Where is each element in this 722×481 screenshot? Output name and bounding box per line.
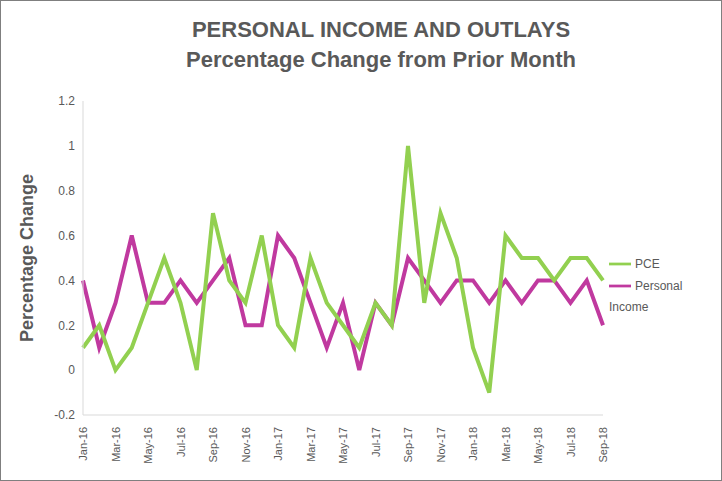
svg-text:Nov-16: Nov-16 bbox=[240, 427, 252, 462]
svg-text:Jul-18: Jul-18 bbox=[565, 427, 577, 457]
svg-text:Jul-16: Jul-16 bbox=[175, 427, 187, 457]
svg-text:Sep-16: Sep-16 bbox=[207, 427, 219, 462]
svg-text:May-17: May-17 bbox=[337, 427, 349, 464]
svg-text:0: 0 bbox=[68, 363, 75, 377]
svg-text:0.4: 0.4 bbox=[58, 274, 75, 288]
svg-text:Nov-17: Nov-17 bbox=[435, 427, 447, 462]
svg-text:May-16: May-16 bbox=[142, 427, 154, 464]
svg-text:Sep-17: Sep-17 bbox=[402, 427, 414, 462]
svg-text:Mar-17: Mar-17 bbox=[305, 427, 317, 462]
svg-text:1: 1 bbox=[68, 139, 75, 153]
html-text:Personal Income: Personal Income bbox=[609, 279, 683, 314]
svg-text:Mar-18: Mar-18 bbox=[500, 427, 512, 462]
html-text:PCE: PCE bbox=[635, 257, 660, 272]
svg-text:Jan-16: Jan-16 bbox=[77, 427, 89, 461]
html-text:Percentage Change from Prior M: Percentage Change from Prior Month bbox=[186, 47, 576, 72]
svg-text:Jan-17: Jan-17 bbox=[272, 427, 284, 461]
svg-text:0.2: 0.2 bbox=[58, 319, 75, 333]
svg-text:Jan-18: Jan-18 bbox=[467, 427, 479, 461]
svg-text:Mar-16: Mar-16 bbox=[110, 427, 122, 462]
svg-text:0.8: 0.8 bbox=[58, 184, 75, 198]
html-text:PERSONAL INCOME AND OUTLAYS: PERSONAL INCOME AND OUTLAYS bbox=[191, 17, 571, 42]
svg-text:-0.2: -0.2 bbox=[54, 408, 75, 422]
svg-text:0.6: 0.6 bbox=[58, 229, 75, 243]
svg-text:Percentage Change: Percentage Change bbox=[17, 174, 37, 342]
svg-text:Sep-18: Sep-18 bbox=[597, 427, 609, 462]
svg-text:May-18: May-18 bbox=[532, 427, 544, 464]
svg-text:Jul-17: Jul-17 bbox=[370, 427, 382, 457]
svg-text:1.2: 1.2 bbox=[58, 94, 75, 108]
